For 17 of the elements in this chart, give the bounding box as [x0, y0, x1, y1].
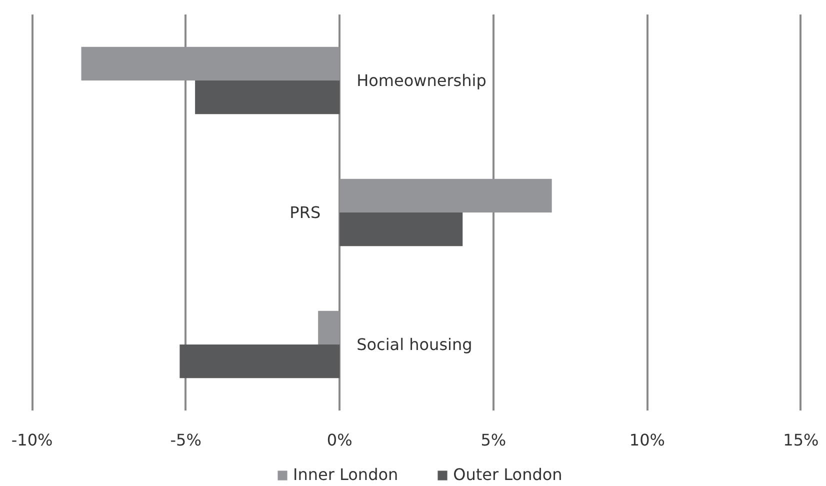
bar	[81, 46, 340, 80]
legend-label: Inner London	[293, 465, 398, 484]
y-tick-label: Homeownership	[356, 71, 486, 90]
bar	[340, 178, 552, 212]
legend-label: Outer London	[453, 465, 562, 484]
bar	[180, 344, 340, 378]
x-tick-label: 5%	[480, 430, 506, 450]
x-tick-label: -5%	[170, 430, 202, 450]
x-tick-label: 10%	[629, 430, 665, 450]
x-tick-label: -10%	[11, 430, 53, 450]
x-tick-label: 15%	[783, 430, 819, 450]
x-tick-label: 0%	[326, 430, 352, 450]
y-tick-label: Social housing	[356, 335, 472, 354]
bar	[340, 212, 463, 246]
bar	[195, 80, 340, 114]
y-tick-label: PRS	[290, 203, 321, 222]
bar	[318, 310, 340, 344]
